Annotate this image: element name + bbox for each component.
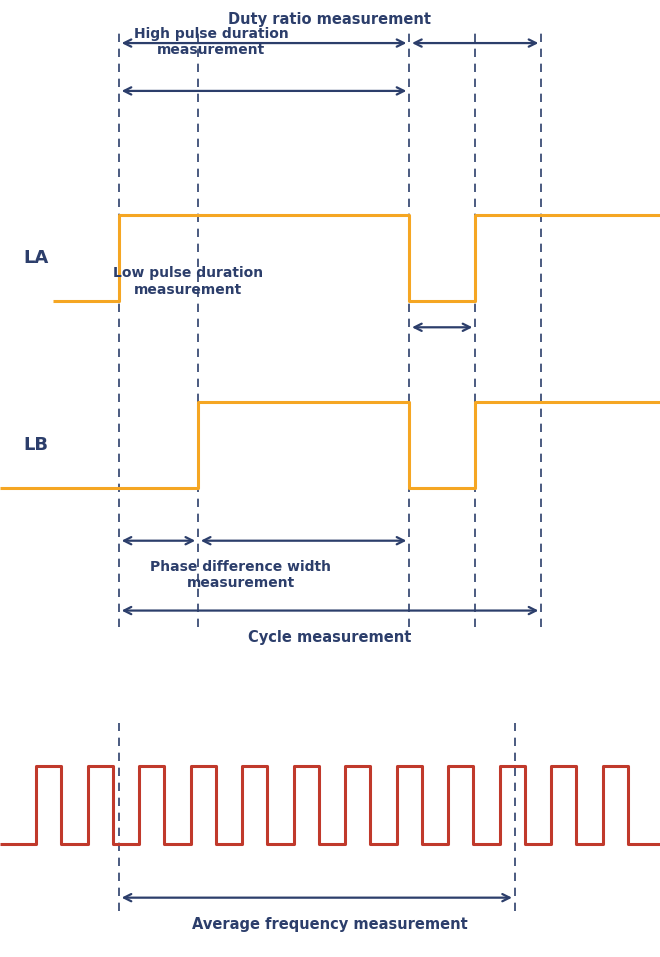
Text: Average frequency measurement: Average frequency measurement (192, 917, 468, 932)
Text: LA: LA (23, 250, 48, 267)
Text: Low pulse duration
measurement: Low pulse duration measurement (113, 266, 263, 297)
Text: High pulse duration
measurement: High pulse duration measurement (134, 27, 288, 57)
Text: Cycle measurement: Cycle measurement (248, 630, 412, 645)
Text: LB: LB (23, 436, 48, 454)
Text: Phase difference width
measurement: Phase difference width measurement (150, 560, 331, 590)
Text: Duty ratio measurement: Duty ratio measurement (228, 11, 432, 27)
